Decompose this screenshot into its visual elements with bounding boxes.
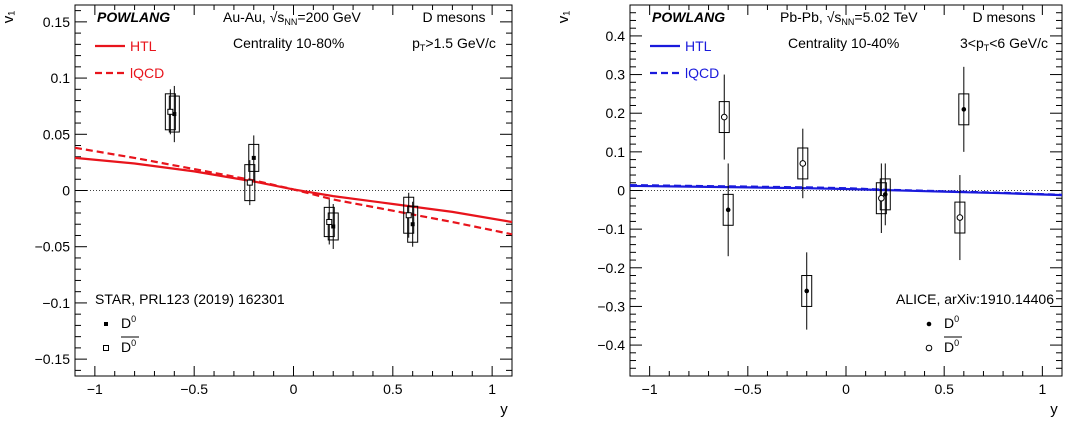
y-tick-label: 0.4	[606, 28, 626, 44]
experiment-label: STAR, PRL123 (2019) 162301	[95, 291, 285, 307]
d0bar-marker	[799, 160, 807, 167]
systematic-box	[718, 101, 730, 134]
x-axis-title: y	[1050, 401, 1058, 418]
model-label: POWLANG	[97, 9, 170, 25]
d0-marker	[804, 288, 810, 294]
lqcd-curve	[629, 184, 1063, 196]
y-tick-label: 0.1	[606, 144, 626, 160]
legend-d0bar-marker	[103, 345, 109, 351]
systematic-box	[164, 93, 176, 131]
systematic-box	[722, 193, 734, 226]
systematic-box	[958, 93, 970, 126]
d0-marker	[331, 224, 336, 229]
x-tick-label: −1	[642, 381, 658, 397]
pt-range-label: pT>1.5 GeV/c	[412, 35, 496, 53]
systematic-box	[879, 178, 891, 211]
x-tick-label: −1	[87, 381, 103, 397]
y-axis-title: v₁	[555, 11, 572, 24]
legend-d0-label: D0	[944, 314, 959, 331]
d0-marker	[961, 107, 967, 112]
d0bar-marker	[720, 113, 728, 121]
x-tick-label: 1	[1038, 381, 1046, 397]
centrality-label: Centrality 10-40%	[788, 35, 899, 51]
y-tick-label: 0.15	[43, 14, 70, 30]
left-panel: −1 −0.5 0 0.5 1 −0.15 −0.1 −0.05 0 0.05 0.1 0.15 y v₁…	[0, 4, 513, 418]
model-label: POWLANG	[652, 9, 725, 25]
d0bar-marker	[246, 179, 253, 186]
legend-d0bar-label: D0	[121, 338, 136, 355]
x-tick-label: −0.5	[180, 381, 208, 397]
experiment-label: ALICE, arXiv:1910.14406	[896, 291, 1054, 307]
particle-label: D mesons	[422, 9, 485, 25]
lqcd-curve	[74, 146, 513, 236]
y-tick-label: 0	[617, 183, 625, 199]
systematic-box	[954, 201, 966, 234]
systematic-box	[244, 164, 256, 202]
y-axis-title: v₁	[0, 11, 17, 24]
d0bar-marker	[878, 194, 885, 202]
d0-marker	[172, 112, 177, 117]
systematic-box	[875, 182, 887, 215]
x-tick-label: 1	[488, 381, 496, 397]
y-tick-label: 0.3	[606, 67, 626, 83]
systematic-box	[323, 206, 335, 238]
d0bar-marker	[326, 218, 333, 225]
y-tick-label: −0.15	[35, 351, 71, 367]
pt-range-label: 3<pT<6 GeV/c	[960, 35, 1048, 53]
y-tick-label: −0.05	[35, 239, 71, 255]
system-label: Pb-Pb, √sNN=5.02 TeV	[780, 9, 918, 27]
y-tick-label: −0.2	[597, 260, 625, 276]
y-tick-label: 0.2	[606, 105, 626, 121]
y-tick-label: 0.1	[51, 70, 71, 86]
y-tick-label: −0.3	[597, 298, 625, 314]
systematic-box	[801, 275, 813, 307]
d0bar-marker	[167, 108, 174, 115]
legend-d0-label: D0	[121, 314, 136, 331]
legend-d0bar-marker	[925, 344, 933, 352]
legend-lqcd-label: lQCD	[685, 65, 719, 81]
particle-label: D mesons	[972, 9, 1035, 25]
x-tick-label: 0	[842, 381, 850, 397]
systematic-box	[407, 205, 419, 243]
centrality-label: Centrality 10-80%	[233, 35, 344, 51]
y-tick-label: 0	[62, 183, 70, 199]
d0bar-marker	[956, 214, 964, 221]
systematic-box	[248, 143, 260, 172]
legend-d0bar-label: D0	[944, 338, 959, 355]
x-tick-label: 0.5	[383, 381, 403, 397]
x-axis-title: y	[500, 401, 508, 418]
legend-d0-marker	[926, 321, 932, 327]
y-tick-label: 0.05	[43, 126, 70, 142]
y-tick-label: −0.1	[597, 221, 625, 237]
legend-lqcd-label: lQCD	[130, 65, 164, 81]
d0bar-marker	[405, 212, 412, 219]
d0-marker	[251, 155, 256, 160]
d0-marker	[725, 207, 731, 213]
systematic-box	[403, 196, 415, 234]
d0-marker	[410, 222, 415, 227]
system-label: Au-Au, √sNN=200 GeV	[223, 9, 361, 27]
x-tick-label: 0	[290, 381, 298, 397]
right-panel: −1 −0.5 0 0.5 1 −0.4 −0.3 −0.2 −0.1 0 0.1 0.2 0.3 0.4…	[555, 4, 1063, 418]
legend-d0-marker	[104, 322, 108, 326]
systematic-box	[327, 212, 339, 241]
x-tick-label: −0.5	[734, 381, 762, 397]
x-tick-label: 0.5	[934, 381, 954, 397]
legend-htl-label: HTL	[130, 38, 157, 54]
y-tick-label: −0.1	[42, 295, 70, 311]
systematic-box	[797, 147, 809, 180]
legend-htl-label: HTL	[685, 38, 712, 54]
y-tick-label: −0.4	[597, 337, 625, 353]
